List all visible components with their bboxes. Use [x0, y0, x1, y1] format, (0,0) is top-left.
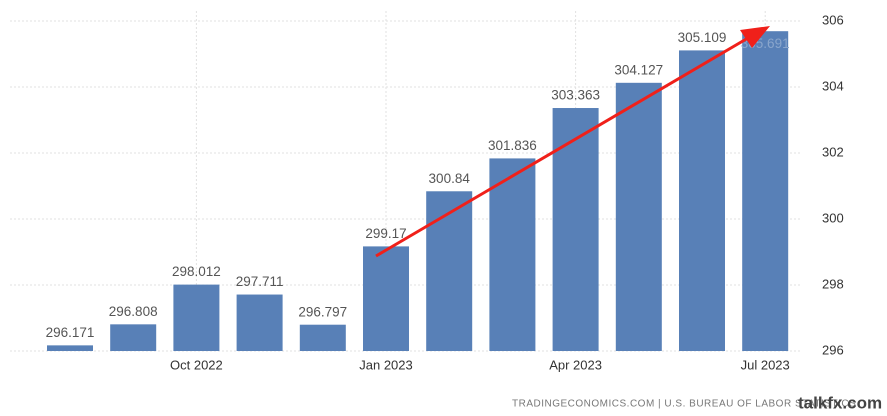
- bar: [742, 31, 789, 352]
- value-label: 297.711: [236, 274, 284, 289]
- trend-arrow: [375, 36, 749, 258]
- value-label: 298.012: [172, 264, 221, 279]
- x-tick-label: Jan 2023: [359, 357, 413, 372]
- y-tick-label: 306: [822, 12, 844, 27]
- bar: [299, 324, 346, 351]
- watermark: talkfx.com: [798, 393, 882, 412]
- bar: [615, 82, 662, 352]
- x-tick-label: Oct 2022: [170, 357, 223, 372]
- value-label: 296.808: [109, 304, 158, 319]
- x-tick-label: Apr 2023: [549, 357, 602, 372]
- value-label: 304.127: [614, 62, 663, 77]
- value-label: 301.836: [488, 138, 537, 153]
- y-tick-label: 304: [822, 78, 844, 93]
- value-label: 305.109: [678, 30, 727, 45]
- y-tick-label: 298: [822, 276, 844, 291]
- arrow-head: [740, 26, 770, 48]
- value-label: 303.363: [551, 88, 600, 103]
- bar: [552, 108, 599, 352]
- value-label: 296.171: [46, 325, 95, 340]
- value-label: 296.797: [298, 304, 347, 319]
- value-label: 300.84: [429, 171, 471, 186]
- bar: [363, 246, 409, 351]
- bar: [679, 50, 725, 351]
- bar: [173, 284, 220, 351]
- bar: [110, 324, 157, 351]
- value-label: 299.17: [365, 226, 406, 241]
- y-tick-label: 296: [822, 342, 844, 357]
- bar: [236, 294, 283, 351]
- y-tick-label: 300: [822, 210, 844, 225]
- y-tick-label: 302: [822, 144, 844, 159]
- bar: [47, 345, 93, 351]
- bar: [426, 191, 473, 351]
- x-tick-label: Jul 2023: [741, 357, 790, 372]
- bar: [489, 158, 536, 351]
- source: TRADINGECONOMICS.COM | U.S. BUREAU OF LA…: [512, 399, 856, 410]
